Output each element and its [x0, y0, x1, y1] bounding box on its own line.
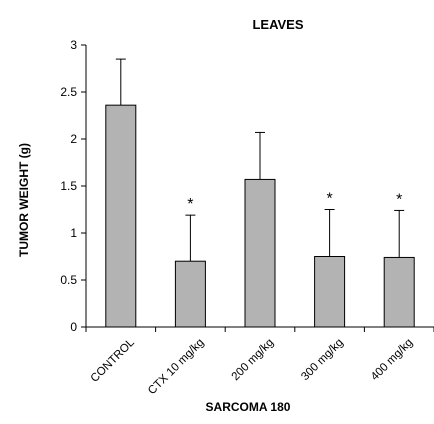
x-tick-label: CTX 10 mg/kg [146, 337, 206, 397]
x-tick-label: 400 mg/kg [369, 337, 415, 383]
bar [383, 256, 415, 328]
bar [314, 256, 346, 328]
y-tick-label: 1.5 [60, 179, 77, 193]
plot-area: 0 0.5 1 1.5 2 2.5 3 CONTROL * CTX 10 mg/kg 200 mg/… [60, 38, 434, 397]
bar [244, 178, 276, 328]
y-tick-label: 2.5 [60, 85, 77, 99]
bar [174, 260, 206, 328]
y-axis-title: TUMOR WEIGHT (g) [17, 143, 31, 257]
x-tick-label: CONTROL [89, 336, 138, 385]
significance-marker: * [187, 196, 193, 213]
x-tick-label: 300 mg/kg [299, 337, 345, 383]
y-tick-label: 0 [70, 320, 77, 334]
significance-marker: * [326, 191, 332, 208]
bar [105, 104, 137, 328]
y-tick-label: 3 [70, 38, 77, 52]
y-tick-label: 2 [70, 132, 77, 146]
significance-marker: * [396, 191, 402, 208]
chart-title: LEAVES [252, 17, 303, 32]
y-tick-label: 1 [70, 226, 77, 240]
x-axis-title: SARCOMA 180 [206, 400, 291, 414]
x-tick-label: 200 mg/kg [230, 337, 276, 383]
y-tick-label: 0.5 [60, 273, 77, 287]
